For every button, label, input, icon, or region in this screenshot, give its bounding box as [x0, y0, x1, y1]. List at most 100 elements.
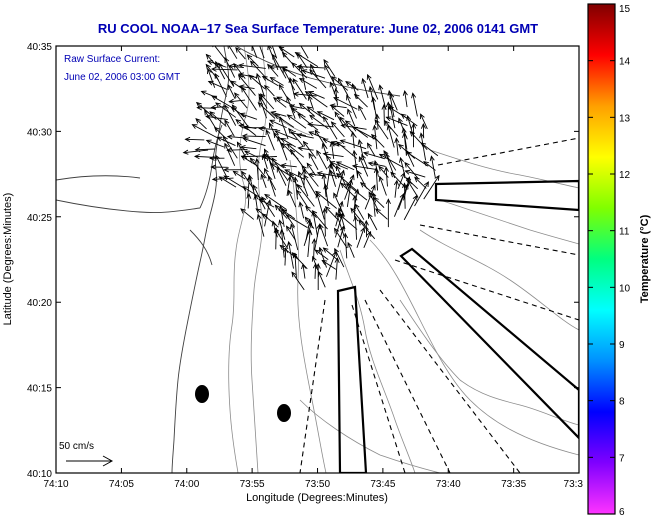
current-vector	[210, 66, 238, 72]
coastline-sandy-hook	[199, 124, 223, 209]
buoy-dot	[195, 385, 209, 403]
current-vector	[337, 77, 349, 96]
contour-line	[369, 239, 579, 456]
current-vector	[378, 175, 387, 196]
colorbar-tick-label: 10	[619, 283, 631, 294]
contour-line	[419, 229, 579, 331]
current-vector	[375, 208, 388, 220]
current-vector	[224, 104, 237, 126]
y-axis-label: Latitude (Degrees:Minutes)	[2, 193, 14, 326]
current-vector	[322, 138, 339, 147]
current-vector	[335, 161, 355, 171]
x-tick-label: 73:35	[501, 479, 526, 490]
current-vector	[249, 157, 267, 179]
current-vector	[226, 147, 248, 153]
current-vector	[397, 172, 406, 190]
current-vector	[346, 178, 354, 207]
current-vector	[385, 116, 408, 126]
current-vector	[301, 165, 319, 187]
current-vector	[367, 212, 378, 231]
current-vector	[309, 69, 327, 89]
current-vector	[337, 225, 345, 248]
current-vector	[315, 192, 325, 220]
current-vector	[237, 74, 256, 96]
current-vector	[407, 180, 419, 198]
y-tick-label: 40:20	[27, 298, 52, 309]
current-vector	[259, 46, 265, 59]
plot-area	[56, 46, 579, 473]
x-tick-label: 73:3	[564, 479, 584, 490]
coverage-cell	[434, 179, 579, 212]
y-axis: 40:10 40:15 40:20 40:25 40:30 40:35	[27, 42, 579, 480]
scale-arrow	[66, 455, 114, 467]
current-vector	[252, 184, 266, 210]
current-vector	[278, 84, 288, 99]
current-vector	[429, 155, 436, 178]
current-vector	[296, 183, 315, 207]
current-vector	[350, 207, 369, 231]
contour-line	[228, 46, 250, 473]
current-vector	[386, 124, 395, 148]
current-vector	[420, 123, 426, 139]
current-vector	[218, 62, 235, 87]
current-vector	[267, 175, 276, 197]
current-vector	[329, 141, 335, 159]
current-vector	[322, 247, 339, 261]
current-vector	[353, 93, 368, 108]
current-vector	[420, 113, 428, 130]
current-vector	[210, 164, 228, 170]
current-vector	[356, 170, 368, 189]
current-vector	[302, 140, 317, 159]
current-vector	[278, 219, 286, 240]
current-vector	[387, 89, 395, 118]
current-vector	[241, 133, 266, 139]
current-vector	[330, 121, 345, 138]
current-vector	[388, 103, 396, 129]
current-vector	[309, 114, 329, 130]
contour-line	[299, 399, 441, 473]
coverage-cell	[399, 247, 579, 440]
current-vector	[364, 184, 376, 210]
current-vector	[353, 215, 359, 240]
x-tick-label: 74:05	[109, 479, 134, 490]
current-vector	[378, 84, 387, 110]
current-vector	[316, 111, 335, 121]
current-vector	[256, 213, 265, 237]
current-vector	[200, 90, 218, 99]
current-vector	[267, 63, 279, 77]
current-vector	[307, 229, 313, 258]
colorbar	[587, 3, 616, 515]
coastline-inlet	[56, 175, 141, 181]
current-vector	[308, 152, 319, 170]
current-vector	[402, 182, 408, 209]
current-vector	[205, 63, 219, 81]
current-vector	[344, 174, 355, 200]
current-vector	[367, 161, 386, 167]
current-vector	[287, 189, 297, 208]
current-vector	[224, 142, 236, 166]
current-vector	[280, 137, 296, 148]
current-vector	[346, 94, 357, 119]
current-vector	[297, 113, 319, 131]
colorbar-ticks: 6 7 8 9 10 11 12 13 14 15	[588, 3, 631, 518]
current-vector	[260, 173, 267, 188]
current-vector	[278, 46, 295, 58]
current-vector	[330, 104, 345, 117]
y-tick-label: 40:15	[27, 384, 52, 395]
current-vector	[191, 124, 218, 139]
current-vector	[321, 259, 337, 270]
current-vector	[293, 176, 299, 200]
contour-line	[429, 149, 579, 189]
current-vector	[224, 57, 236, 78]
x-tick-label: 73:55	[240, 479, 265, 490]
current-vector	[215, 60, 226, 80]
colorbar-label: Temperature (°C)	[639, 214, 651, 303]
colorbar-tick-label: 13	[619, 113, 631, 124]
current-vector	[271, 53, 287, 79]
current-vector	[235, 46, 246, 60]
current-vector	[292, 78, 307, 100]
current-vector	[420, 142, 439, 157]
current-vector	[316, 171, 344, 178]
current-vector	[214, 72, 227, 97]
current-vector	[411, 92, 418, 117]
